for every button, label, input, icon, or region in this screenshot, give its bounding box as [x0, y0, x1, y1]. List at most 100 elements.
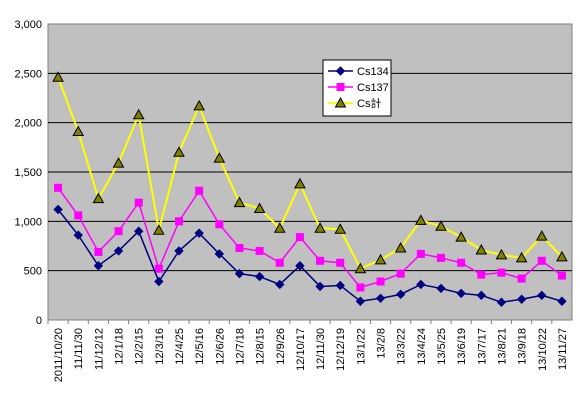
x-tick-label: 12/10/17: [295, 328, 307, 371]
data-point: [295, 261, 305, 271]
data-point: [475, 243, 488, 255]
legend-entry: Cs計: [328, 96, 381, 110]
data-point: [294, 177, 306, 189]
x-tick-label: 13/2/8: [376, 328, 388, 359]
x-tick-label: 2011/10/20: [53, 328, 65, 382]
legend-swatch-marker: [336, 83, 345, 91]
data-point: [355, 296, 366, 306]
data-point: [295, 233, 304, 242]
data-point: [435, 220, 447, 231]
y-tick-label: 2,500: [14, 68, 42, 80]
data-point: [477, 270, 486, 279]
y-tick-label: 1,500: [14, 167, 42, 179]
x-tick-label: 12/8/15: [255, 328, 267, 365]
data-point: [436, 283, 446, 294]
data-point: [497, 268, 506, 277]
x-tick-label: 12/11/30: [315, 328, 327, 370]
x-tick-label: 12/2/15: [134, 328, 146, 365]
data-point: [233, 196, 246, 208]
data-point: [72, 125, 85, 137]
series-line: [57, 76, 563, 270]
x-tick-label: 12/7/18: [234, 328, 246, 365]
y-tick-label: 3,000: [14, 19, 42, 31]
x-tick-label: 13/10/22: [537, 328, 549, 371]
data-point: [213, 152, 226, 163]
data-point: [273, 222, 286, 233]
x-tick-label: 12/1/18: [114, 328, 126, 365]
data-point: [114, 227, 123, 236]
data-point: [515, 251, 528, 263]
data-point: [254, 271, 265, 282]
data-point: [476, 290, 487, 301]
legend-label: Cs137: [357, 82, 389, 94]
data-point: [113, 246, 124, 256]
data-point: [134, 198, 143, 207]
data-point: [334, 223, 347, 234]
legend-box: [322, 59, 392, 117]
x-axis-ticks: 2011/10/20 11/11/30 11/12/12 12/1/18 12/2/15…: [47, 320, 569, 382]
data-point: [557, 271, 566, 280]
y-axis-ticks: 0 500 1,000 1,500 2,000 2,500 3,000: [14, 19, 42, 327]
data-point: [414, 214, 427, 225]
data-point: [73, 230, 83, 240]
x-tick-label: 13/9/18: [517, 328, 529, 365]
x-tick-label: 13/5/25: [436, 328, 448, 365]
data-point: [456, 288, 466, 299]
data-point: [416, 249, 425, 258]
y-tick-label: 1,000: [14, 216, 42, 228]
x-tick-label: 11/12/12: [93, 328, 105, 370]
data-point: [253, 202, 266, 214]
data-point: [516, 294, 527, 304]
x-tick-label: 13/7/17: [476, 328, 488, 365]
y-tick-label: 0: [36, 315, 42, 327]
data-point: [255, 246, 264, 255]
data-point: [214, 249, 225, 259]
data-point: [74, 211, 83, 220]
data-point: [174, 246, 184, 256]
legend-swatch-marker: [334, 96, 347, 108]
data-point: [457, 258, 466, 267]
data-point: [416, 279, 426, 290]
data-point: [132, 108, 145, 120]
legend-swatch-marker: [335, 66, 346, 76]
y-tick-label: 2,000: [14, 118, 42, 130]
data-point: [517, 274, 526, 283]
x-tick-label: 12/4/25: [174, 328, 186, 365]
data-point: [455, 231, 468, 242]
x-tick-label: 13/1/22: [355, 328, 367, 365]
data-point: [173, 146, 185, 157]
data-point: [537, 256, 546, 265]
data-point: [275, 279, 285, 290]
data-point: [395, 289, 406, 300]
data-point: [175, 217, 183, 226]
x-tick-label: 11/11/30: [73, 328, 85, 369]
data-point: [376, 277, 385, 286]
data-point: [557, 296, 567, 306]
y-tick-label: 500: [24, 266, 42, 278]
data-point: [194, 228, 204, 238]
data-point: [396, 269, 405, 278]
data-point: [537, 290, 547, 301]
data-point: [94, 247, 103, 256]
series-2: [52, 71, 568, 274]
data-point: [335, 280, 345, 291]
data-point: [112, 157, 125, 168]
data-point: [133, 226, 144, 236]
series-group: [52, 71, 568, 307]
x-tick-label: 12/12/19: [335, 328, 347, 371]
data-point: [356, 283, 365, 292]
data-point: [495, 248, 508, 260]
data-point: [154, 264, 163, 273]
data-point: [316, 256, 325, 265]
series-1: [54, 183, 566, 292]
series-0: [53, 204, 567, 307]
data-point: [374, 253, 387, 265]
x-tick-label: 12/3/16: [154, 328, 166, 365]
data-point: [394, 241, 407, 253]
data-point: [193, 99, 206, 111]
data-point: [92, 192, 105, 204]
x-tick-label: 13/8/21: [496, 328, 508, 365]
x-tick-label: 13/4/24: [416, 328, 428, 365]
data-point: [154, 276, 164, 287]
